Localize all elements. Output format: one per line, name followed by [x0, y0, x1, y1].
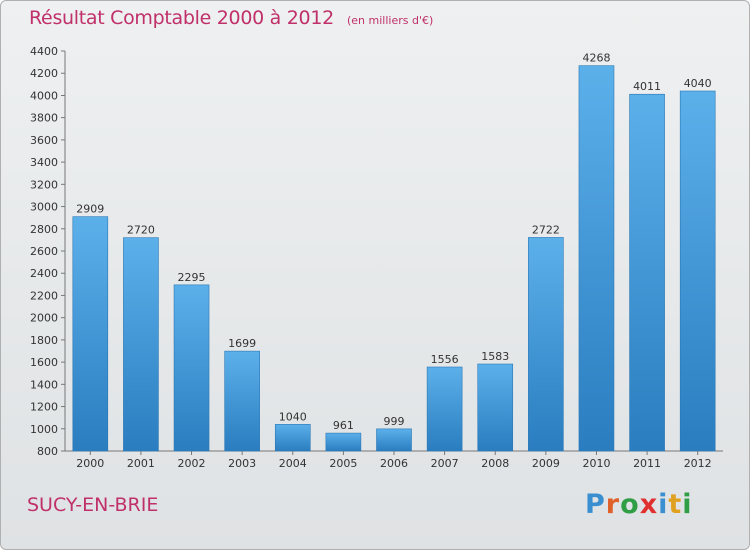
y-tick-label: 3800 — [30, 112, 58, 125]
x-tick-label-2003: 2003 — [228, 457, 256, 470]
y-tick-label: 4400 — [30, 45, 58, 58]
data-label-2009: 2722 — [532, 223, 560, 236]
y-tick-label: 1000 — [30, 423, 58, 436]
data-label-2002: 2295 — [178, 271, 206, 284]
y-tick-label: 2600 — [30, 245, 58, 258]
y-tick-label: 1200 — [30, 401, 58, 414]
x-tick-label-2000: 2000 — [76, 457, 104, 470]
logo-letter: t — [668, 489, 683, 520]
y-tick-label: 1600 — [30, 356, 58, 369]
proxiti-logo: Proxiti — [585, 489, 693, 520]
bar-2004 — [274, 424, 311, 452]
chart-title-block: Résultat Comptable 2000 à 2012 (en milli… — [29, 7, 433, 29]
chart-title: Résultat Comptable 2000 à 2012 — [29, 7, 334, 29]
y-tick-label: 1800 — [30, 334, 58, 347]
x-tick-label-2004: 2004 — [279, 457, 307, 470]
data-label-2010: 4268 — [582, 52, 610, 65]
logo-letter: i — [658, 489, 669, 520]
data-label-2005: 961 — [333, 419, 354, 432]
data-label-2007: 1556 — [431, 353, 459, 366]
y-tick-label: 3000 — [30, 201, 58, 214]
x-tick-label-2009: 2009 — [532, 457, 560, 470]
bar-2011 — [629, 93, 665, 452]
y-tick-label: 800 — [37, 445, 58, 458]
bar-2010 — [578, 65, 615, 452]
data-label-2004: 1040 — [279, 410, 307, 423]
x-tick-label-2012: 2012 — [684, 457, 712, 470]
bar-2006 — [376, 428, 412, 452]
data-label-2003: 1699 — [228, 337, 256, 350]
y-tick-label: 3400 — [30, 156, 58, 169]
bar-2000 — [72, 216, 109, 452]
logo-letter: o — [620, 489, 640, 520]
data-label-2001: 2720 — [127, 224, 155, 237]
data-label-2012: 4040 — [684, 77, 712, 90]
logo-letter: P — [585, 489, 606, 520]
bar-2001 — [123, 237, 159, 452]
x-tick-label-2005: 2005 — [329, 457, 357, 470]
bar-2005 — [325, 432, 362, 452]
data-label-2006: 999 — [384, 415, 405, 428]
y-tick-label: 4200 — [30, 67, 58, 80]
bar-2009 — [528, 237, 564, 452]
y-tick-label: 3200 — [30, 178, 58, 191]
x-tick-label-2011: 2011 — [633, 457, 661, 470]
x-tick-label-2001: 2001 — [127, 457, 155, 470]
bar-2007 — [426, 366, 463, 452]
data-label-2008: 1583 — [481, 350, 509, 363]
data-label-2011: 4011 — [633, 80, 661, 93]
bar-2003 — [224, 350, 260, 452]
logo-letter: i — [682, 489, 693, 520]
x-tick-label-2010: 2010 — [582, 457, 610, 470]
x-tick-label-2002: 2002 — [178, 457, 206, 470]
bar-2002 — [173, 284, 210, 452]
chart-subtitle: (en milliers d'€) — [346, 14, 434, 27]
y-tick-label: 1400 — [30, 378, 58, 391]
y-tick-label: 2200 — [30, 289, 58, 302]
logo-letter: r — [605, 489, 621, 520]
data-label-2000: 2909 — [76, 203, 104, 216]
x-tick-label-2008: 2008 — [481, 457, 509, 470]
y-tick-label: 2000 — [30, 312, 58, 325]
bar-2012 — [679, 90, 716, 452]
y-tick-label: 2400 — [30, 267, 58, 280]
y-tick-label: 2800 — [30, 223, 58, 236]
y-tick-label: 4000 — [30, 89, 58, 102]
x-tick-label-2006: 2006 — [380, 457, 408, 470]
bar-2008 — [477, 363, 514, 452]
place-name: SUCY-EN-BRIE — [27, 494, 159, 516]
logo-letter: x — [639, 489, 659, 520]
x-tick-label-2007: 2007 — [431, 457, 459, 470]
y-tick-label: 3600 — [30, 134, 58, 147]
